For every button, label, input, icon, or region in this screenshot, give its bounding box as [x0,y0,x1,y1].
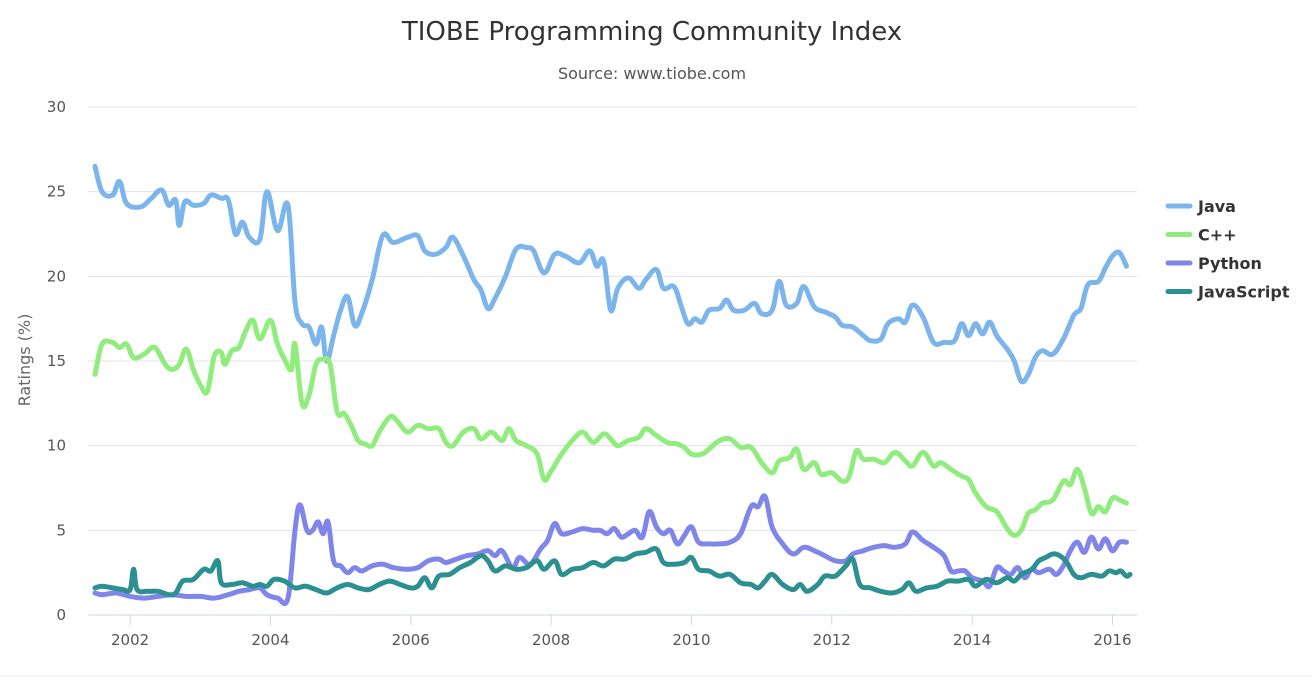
y-tick-label: 0 [56,606,66,624]
grid-lines [88,106,1137,531]
y-tick-label: 30 [47,98,66,116]
legend-item-java[interactable]: Java [1165,197,1236,216]
y-tick-label: 25 [47,183,66,201]
legend: Java C++ Python JavaScript [1165,197,1290,302]
legend-label: JavaScript [1197,283,1290,302]
legend-label: Java [1197,197,1236,216]
y-axis-title: Ratings (%) [15,314,34,407]
x-tick-label: 2016 [1093,631,1131,649]
series-line-c- [92,317,1129,538]
y-axis-ticks: 0 5 10 15 20 25 30 [47,98,66,624]
legend-item-javascript[interactable]: JavaScript [1165,283,1290,302]
x-tick-label: 2012 [813,631,851,649]
series-line-javascript [92,546,1133,598]
series-line-java [92,163,1129,385]
x-axis-ticks: 2002 2004 2006 2008 2010 2012 2014 2016 [111,615,1132,649]
legend-item-c-[interactable]: C++ [1165,226,1237,245]
x-tick-label: 2010 [672,631,710,649]
series-lines [92,163,1133,607]
series-line-python [92,493,1129,607]
chart-title: TIOBE Programming Community Index [401,17,902,47]
chart-subtitle: Source: www.tiobe.com [558,64,746,83]
y-tick-label: 10 [47,437,66,455]
legend-label: C++ [1198,226,1237,245]
legend-item-python[interactable]: Python [1165,254,1262,273]
x-tick-label: 2004 [251,631,289,649]
legend-label: Python [1198,254,1262,273]
x-tick-label: 2014 [953,631,991,649]
y-tick-label: 5 [56,521,66,539]
x-tick-label: 2006 [392,631,430,649]
y-tick-label: 20 [47,267,66,285]
y-tick-label: 15 [47,352,66,370]
x-tick-label: 2008 [532,631,570,649]
x-tick-label: 2002 [111,631,149,649]
